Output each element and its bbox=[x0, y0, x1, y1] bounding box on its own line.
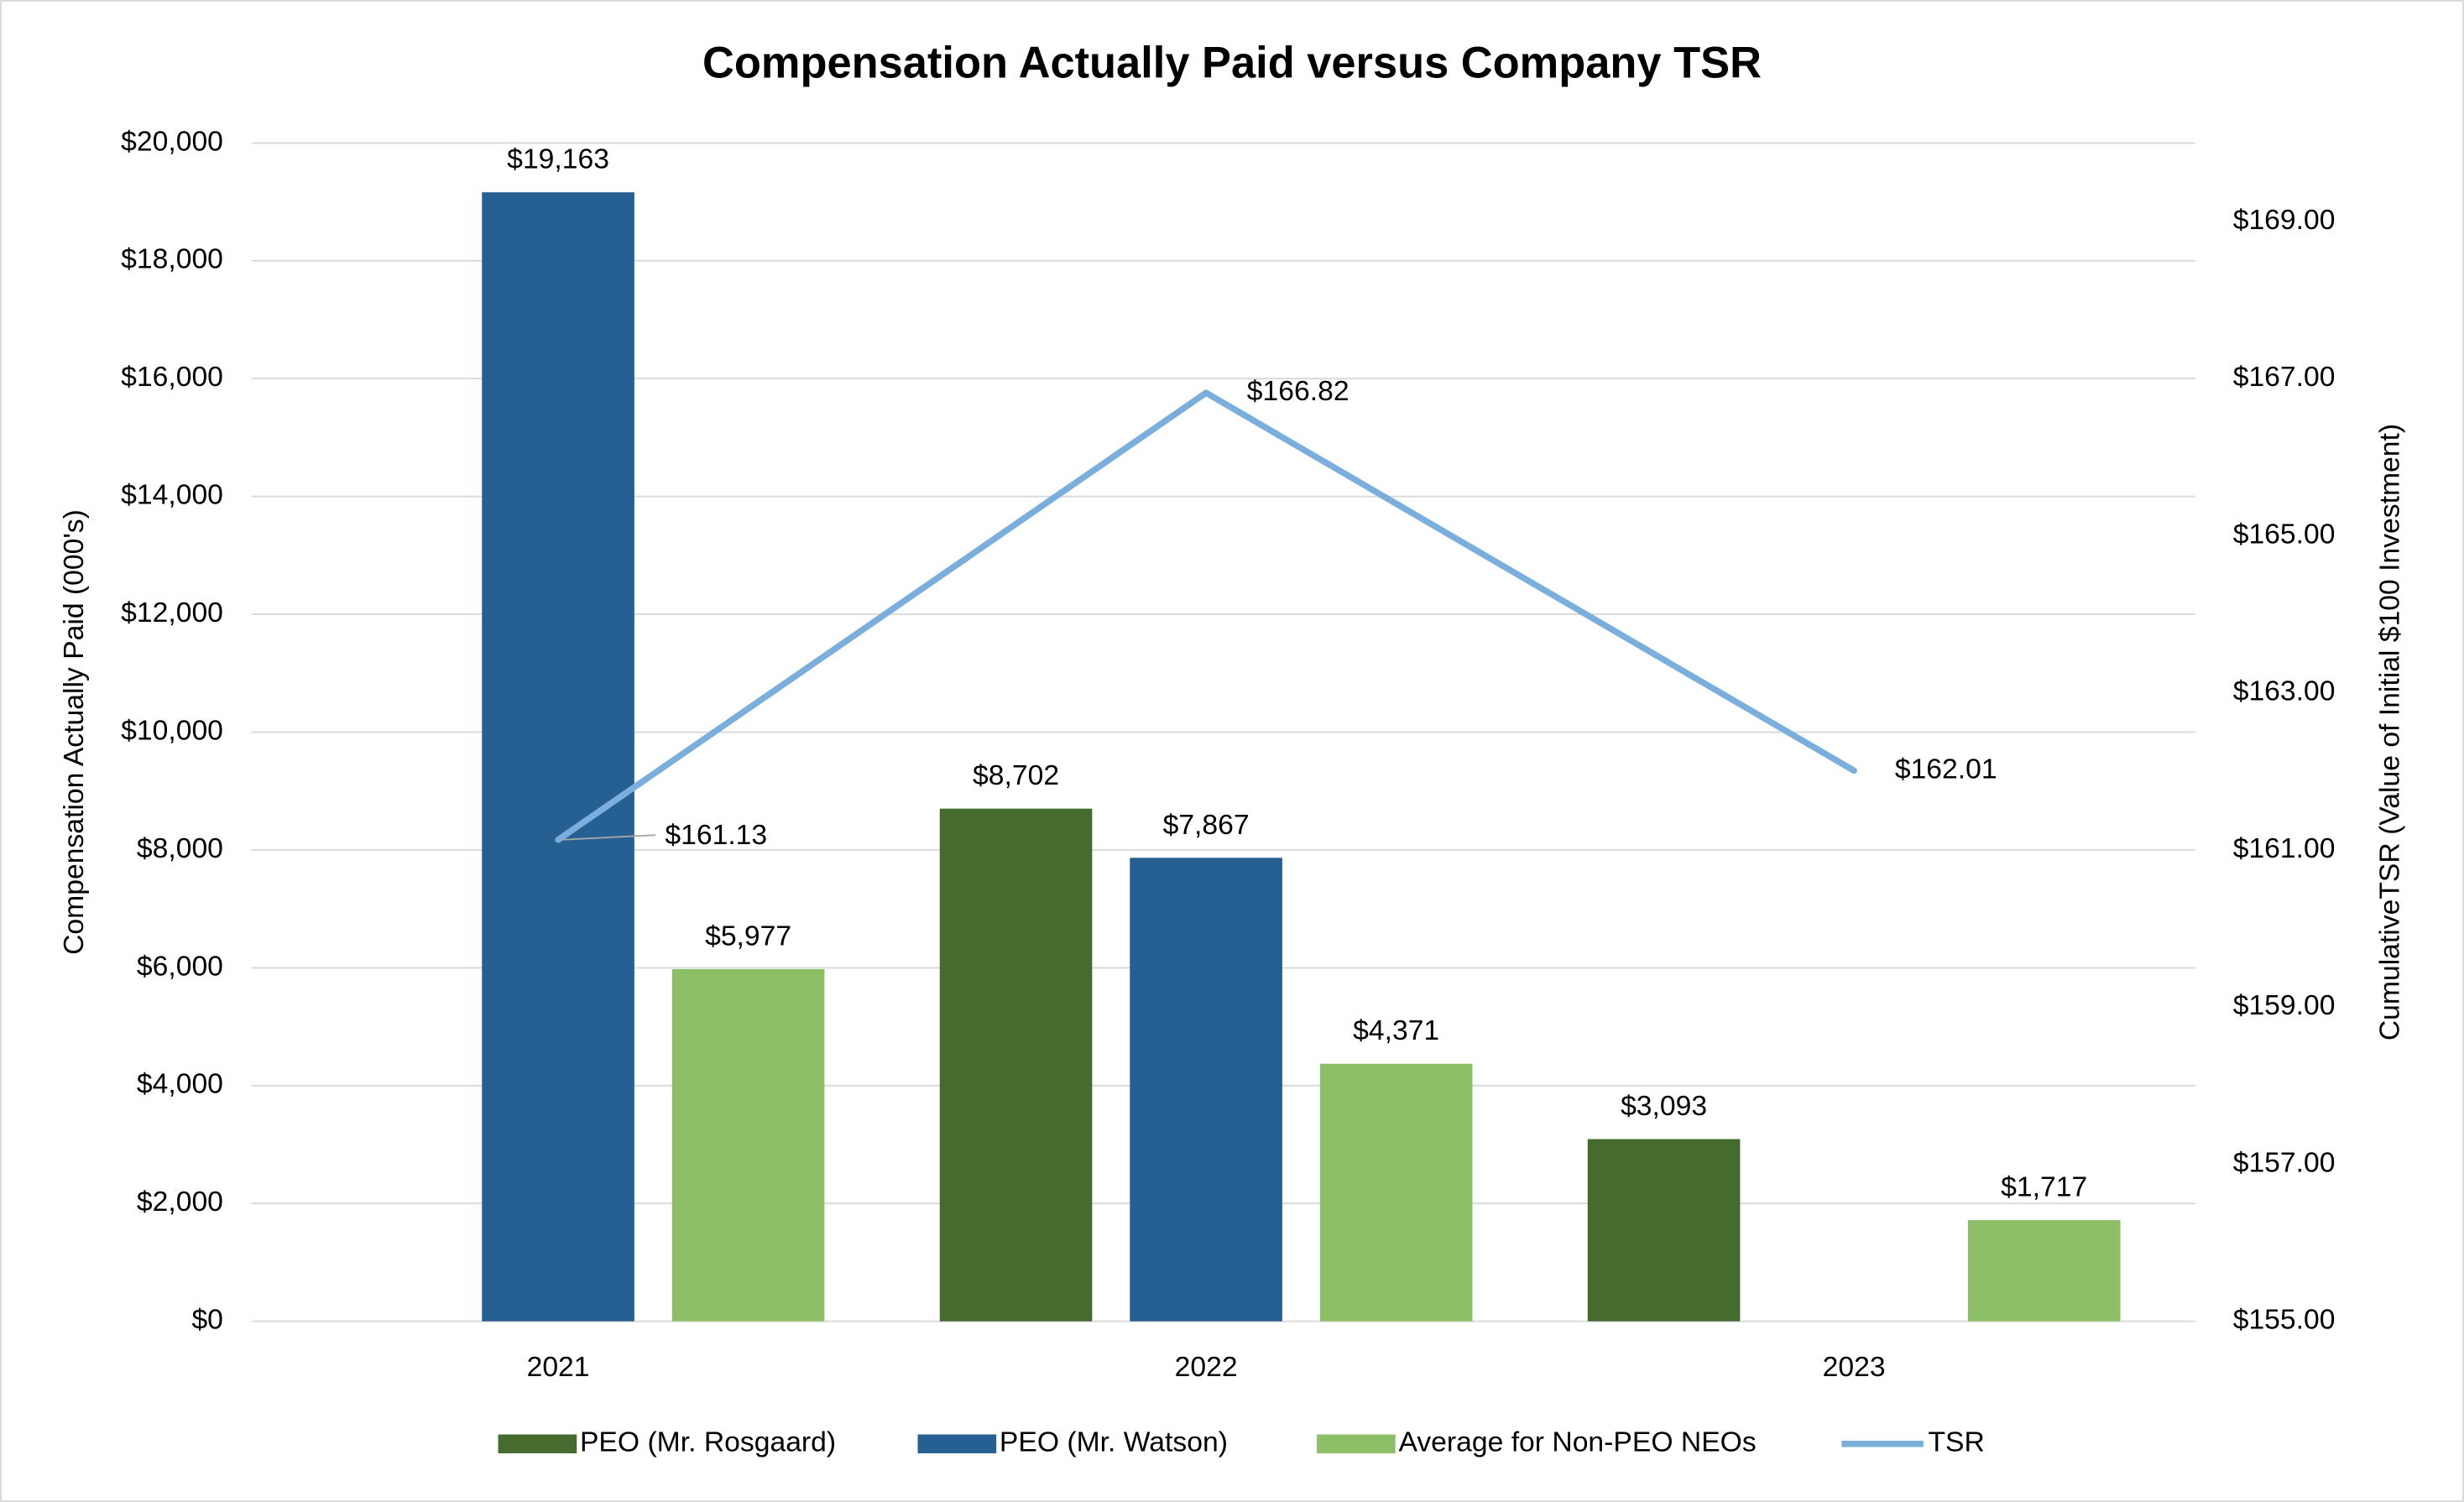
y-tick-label: $2,000 bbox=[137, 1186, 223, 1218]
y-axis-label: Compensation Actually Paid (000's) bbox=[58, 509, 90, 955]
y2-tick-label: $161.00 bbox=[2233, 832, 2336, 864]
leader-line bbox=[561, 834, 656, 841]
y-tick-label: $12,000 bbox=[121, 597, 223, 628]
legend-label: Average for Non-PEO NEOs bbox=[1398, 1426, 1756, 1458]
value-label: $166.82 bbox=[1247, 375, 1349, 407]
x-tick-label: 2023 bbox=[1823, 1351, 1886, 1383]
line bbox=[555, 389, 1857, 843]
y2-tick-label: $163.00 bbox=[2233, 675, 2336, 707]
value-label: $5,977 bbox=[705, 920, 791, 952]
bar bbox=[671, 969, 825, 1322]
value-label: $7,867 bbox=[1163, 809, 1250, 841]
y-tick-label: $4,000 bbox=[137, 1068, 223, 1100]
legend-label: PEO (Mr. Rosgaard) bbox=[580, 1426, 836, 1458]
y2-axis-label: CumulativeTSR (Value of Initial $100 Inv… bbox=[2374, 424, 2406, 1040]
y2-tick-label: $155.00 bbox=[2233, 1304, 2336, 1336]
bar bbox=[1319, 1063, 1473, 1322]
value-label: $8,702 bbox=[973, 759, 1059, 791]
value-label: $4,371 bbox=[1353, 1014, 1439, 1046]
y-tick-label: $0 bbox=[191, 1304, 222, 1336]
legend-swatch bbox=[917, 1434, 997, 1453]
legend-swatch bbox=[498, 1434, 577, 1453]
value-label: $1,717 bbox=[2001, 1171, 2087, 1203]
y2-tick-label: $165.00 bbox=[2233, 518, 2336, 550]
value-label: $3,093 bbox=[1621, 1090, 1707, 1122]
x-tick-label: 2022 bbox=[1175, 1351, 1238, 1383]
y-tick-label: $18,000 bbox=[121, 243, 223, 275]
y2-tick-label: $159.00 bbox=[2233, 989, 2336, 1021]
legend-label: PEO (Mr. Watson) bbox=[1000, 1426, 1228, 1458]
value-label: $161.13 bbox=[665, 819, 767, 851]
legend-swatch bbox=[1317, 1434, 1396, 1453]
bar bbox=[939, 808, 1093, 1322]
bar bbox=[1130, 858, 1282, 1322]
y-tick-label: $8,000 bbox=[137, 832, 223, 864]
y2-tick-label: $167.00 bbox=[2233, 361, 2336, 393]
y-tick-label: $10,000 bbox=[121, 714, 223, 746]
bar bbox=[1967, 1220, 2121, 1322]
bar bbox=[1587, 1139, 1741, 1322]
bar bbox=[482, 192, 634, 1322]
y-tick-label: $14,000 bbox=[121, 479, 223, 511]
chart-title: Compensation Actually Paid versus Compan… bbox=[702, 39, 1762, 87]
y-tick-label: $20,000 bbox=[121, 125, 223, 157]
y2-tick-label: $169.00 bbox=[2233, 204, 2336, 236]
value-label: $19,163 bbox=[507, 143, 609, 175]
y-tick-label: $16,000 bbox=[121, 361, 223, 393]
y2-tick-label: $157.00 bbox=[2233, 1146, 2336, 1178]
x-tick-label: 2021 bbox=[527, 1351, 590, 1383]
y-tick-label: $6,000 bbox=[137, 950, 223, 982]
value-label: $162.01 bbox=[1895, 753, 1997, 785]
legend-label: TSR bbox=[1928, 1426, 1984, 1458]
